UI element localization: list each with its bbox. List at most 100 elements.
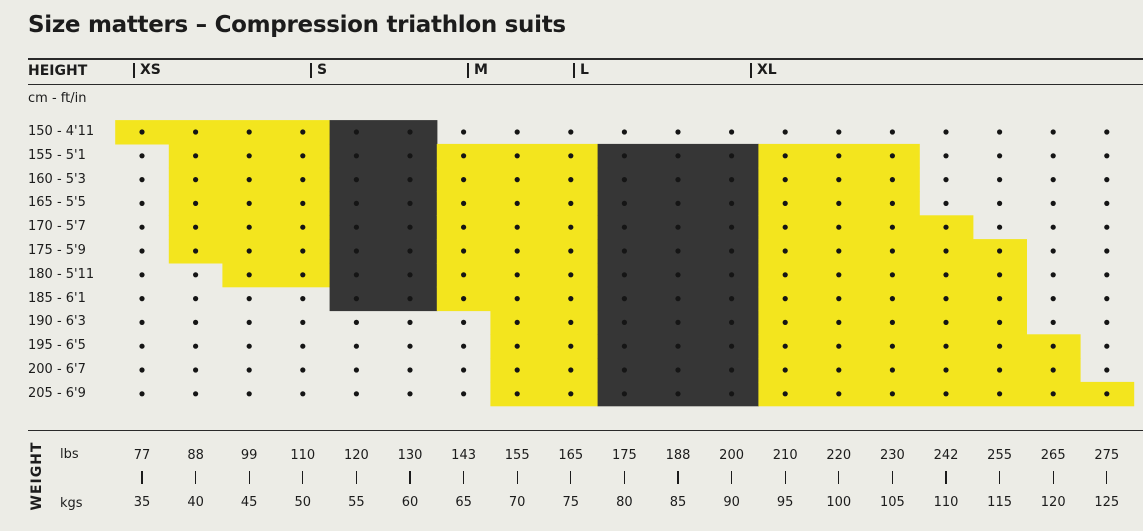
grid-dot [461,391,467,397]
grid-dot [568,224,574,230]
size-band-m [490,381,599,407]
grid-dot [1050,296,1056,302]
grid-dot [782,272,788,278]
grid-dot [514,391,520,397]
grid-dot [1050,272,1056,278]
grid-dot [675,391,681,397]
size-band-m [490,334,599,359]
grid-dot [836,296,842,302]
size-band-s [329,239,438,264]
grid-dot [193,319,199,325]
grid-dot [729,200,735,206]
weight-axis-title: WEIGHT [22,441,52,511]
weight-kgs-tick: 40 [187,495,204,510]
grid-dot [782,367,788,373]
grid-dot [997,200,1003,206]
weight-kgs-tick: 125 [1094,495,1120,510]
size-band-s [329,286,438,312]
weight-kgs-tick: 115 [987,495,1013,510]
grid-dot [782,319,788,325]
grid-dot [407,367,413,373]
size-label-m: M [467,63,488,78]
height-row-label: 180 - 5'11 [28,266,95,282]
grid-dot [943,153,949,159]
grid-dot [889,272,896,278]
grid-dot [300,296,306,302]
grid-dot [1104,272,1110,278]
weight-tick-mark [784,471,786,484]
grid-dot [621,200,628,206]
grid-dot [246,248,252,254]
grid-dot [621,224,628,230]
weight-lbs-tick: 255 [987,448,1013,463]
grid-dot [246,391,252,397]
grid-dot [943,367,949,373]
grid-dot [729,153,735,159]
grid-dot [407,272,413,278]
grid-dot [246,177,252,183]
weight-tick-mark [248,471,250,484]
height-row-label: 195 - 6'5 [28,338,86,354]
grid-dot [836,153,842,159]
grid-dot [889,248,896,254]
grid-dot [353,177,359,183]
grid-dot [514,129,520,135]
grid-dot [997,296,1003,302]
grid-dot [621,296,628,302]
grid-dot [139,319,145,325]
grid-dot [246,296,252,302]
grid-dot [568,319,574,325]
weight-tick-mark [463,471,465,484]
grid-dot [675,319,681,325]
grid-dot [246,153,252,159]
grid-dot [943,272,949,278]
height-row-label: 160 - 5'3 [28,171,86,187]
grid-dot [782,296,788,302]
grid-dot [729,319,735,325]
grid-dot [246,367,252,373]
size-band-xs [115,120,331,145]
weight-kgs-tick: 50 [294,495,312,510]
chart-title: Size matters – Compression triathlon sui… [28,12,566,38]
grid-dot [300,391,306,397]
grid-dot [782,391,788,397]
grid-dot [353,296,359,302]
grid-dot [729,367,735,373]
grid-dot [997,319,1003,325]
height-unit-label: cm - ft/in [28,91,87,106]
grid-dot [997,343,1003,349]
grid-dot [246,129,252,135]
grid-dot [407,343,413,349]
grid-dot [997,248,1003,254]
weight-tick-mark [891,471,893,484]
grid-dot [675,200,681,206]
grid-dot [836,177,842,183]
grid-dot [300,153,306,159]
grid-dot [675,272,681,278]
weight-lbs-tick: 110 [290,448,316,463]
grid-dot [514,296,520,302]
weight-lbs-tick: 165 [558,448,584,463]
weight-axis-rule [28,430,1143,431]
grid-dot [1104,319,1110,325]
grid-dot [1104,224,1110,230]
weight-tick-mark [999,471,1001,484]
grid-dot [246,200,252,206]
weight-tick-mark [945,471,947,484]
grid-dot [782,224,788,230]
grid-dot [461,272,467,278]
grid-dot [997,391,1003,397]
grid-dot [675,343,681,349]
grid-dot [1050,129,1056,135]
grid-dot [246,319,252,325]
grid-dot [461,248,467,254]
weight-tick-mark [409,471,411,484]
grid-dot [407,248,413,254]
grid-dot [568,367,574,373]
grid-dot [889,319,896,325]
grid-dot [889,153,896,159]
weight-lbs-tick: 143 [451,448,477,463]
grid-dot [407,129,413,135]
grid-dot [300,224,306,230]
